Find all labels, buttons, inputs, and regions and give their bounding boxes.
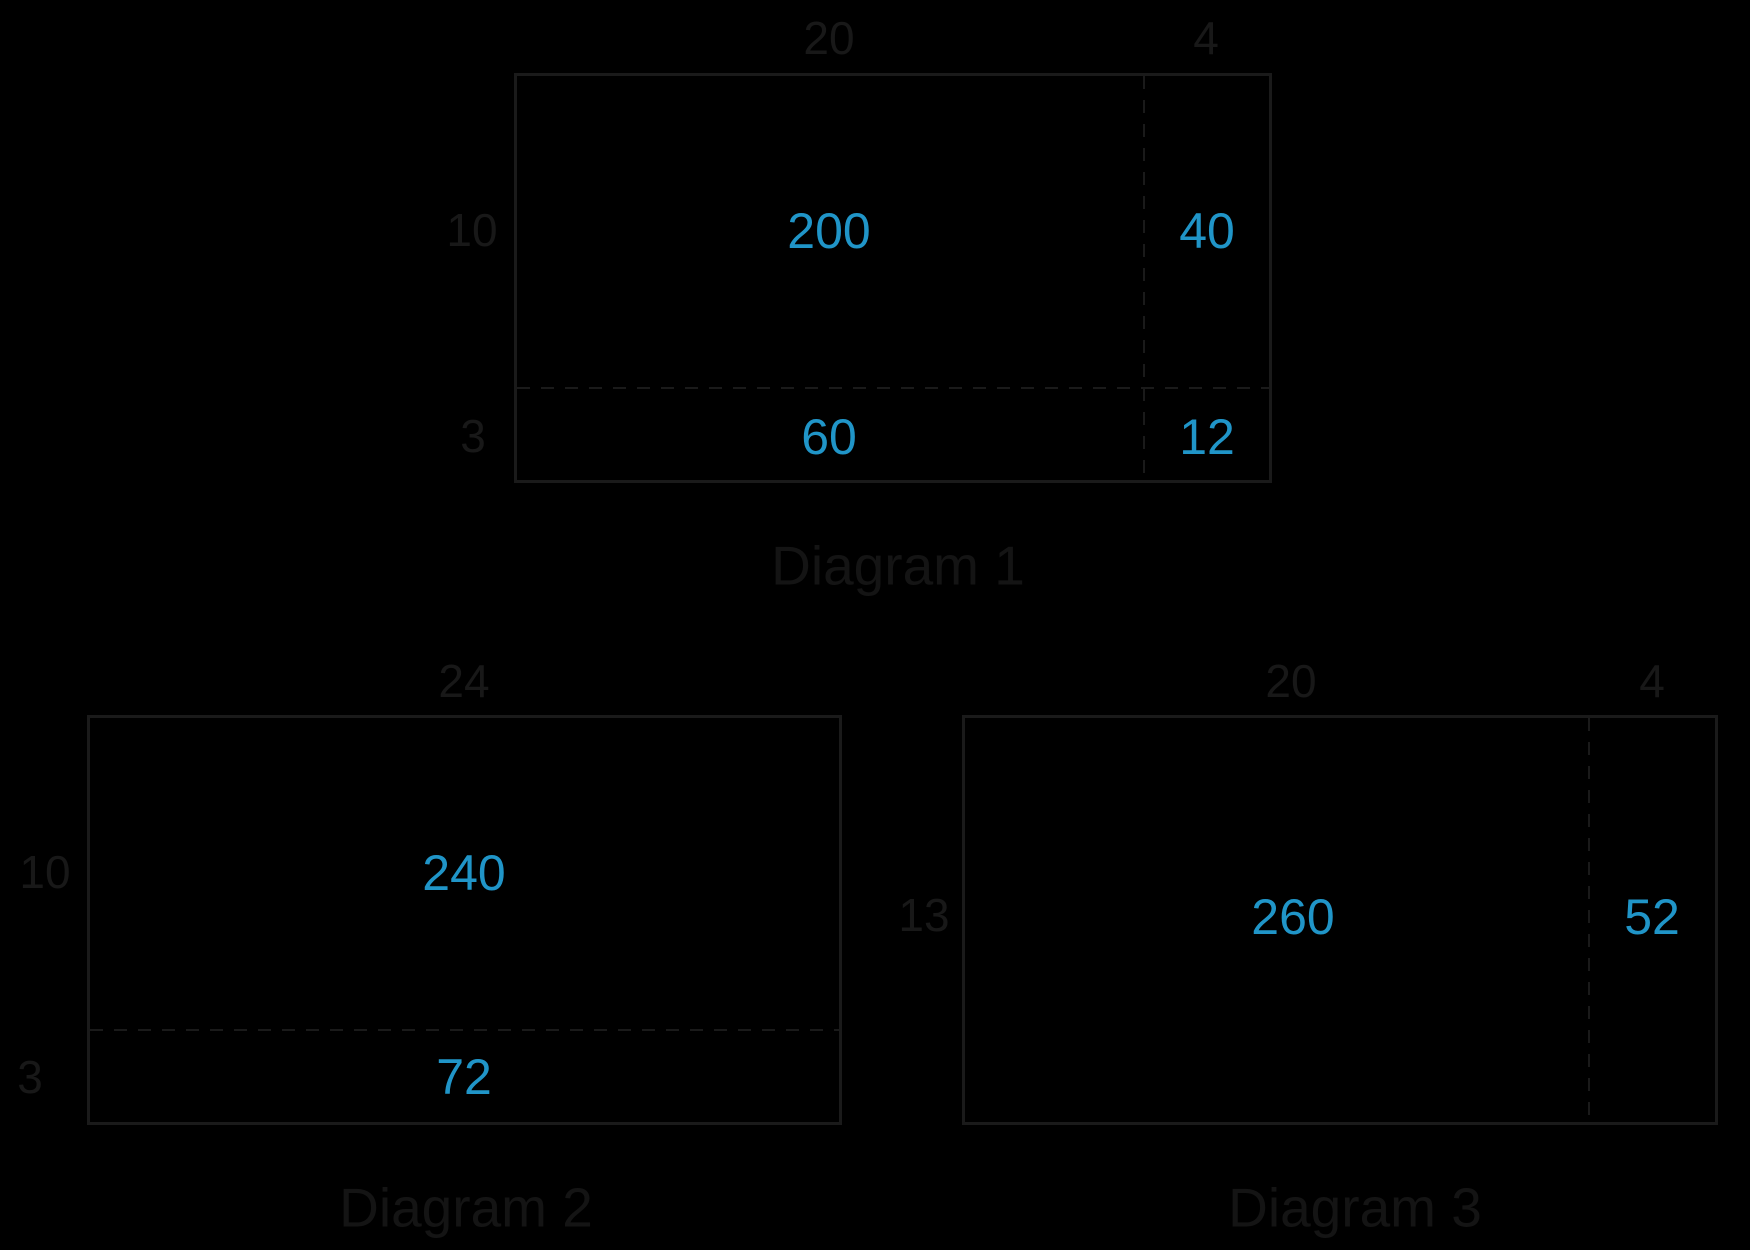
diagram1-cell-bottom-left-value: 60 — [801, 409, 857, 465]
diagram3-rectangle — [962, 715, 1718, 1125]
diagram2-top-label: 24 — [438, 655, 490, 707]
diagram2-horizontal-divider — [90, 1029, 839, 1031]
diagram1-cell-bottom-right-value: 12 — [1179, 409, 1235, 465]
diagram3-top-label-left: 20 — [1265, 655, 1317, 707]
diagram1-cell-top-right-value: 40 — [1179, 203, 1235, 259]
diagram3-top-label-right: 4 — [1639, 655, 1665, 707]
diagram3-side-label: 13 — [898, 889, 950, 941]
diagram3-cell-left-value: 260 — [1251, 889, 1335, 945]
diagram1-horizontal-divider — [517, 387, 1269, 389]
diagram1-side-label-top: 10 — [446, 204, 498, 256]
diagram1-vertical-divider — [1143, 76, 1145, 480]
diagram1-rectangle — [514, 73, 1272, 483]
diagram1-top-label-right: 4 — [1193, 12, 1219, 64]
diagram2-side-label-top: 10 — [19, 846, 71, 898]
diagram2-cell-bottom-value: 72 — [436, 1049, 492, 1105]
diagram2-side-label-bottom: 3 — [17, 1051, 43, 1103]
diagram2-caption: Diagram 2 — [339, 1176, 593, 1239]
diagram1-top-label-left: 20 — [803, 12, 855, 64]
diagram2-rectangle — [87, 715, 842, 1125]
diagram1-cell-top-left-value: 200 — [787, 203, 871, 259]
diagram1-side-label-bottom: 3 — [460, 410, 486, 462]
diagram1-caption: Diagram 1 — [771, 534, 1025, 597]
diagram3-vertical-divider — [1588, 718, 1590, 1122]
diagram3-cell-right-value: 52 — [1624, 889, 1680, 945]
diagram3-caption: Diagram 3 — [1228, 1176, 1482, 1239]
diagram2-cell-top-value: 240 — [422, 845, 506, 901]
